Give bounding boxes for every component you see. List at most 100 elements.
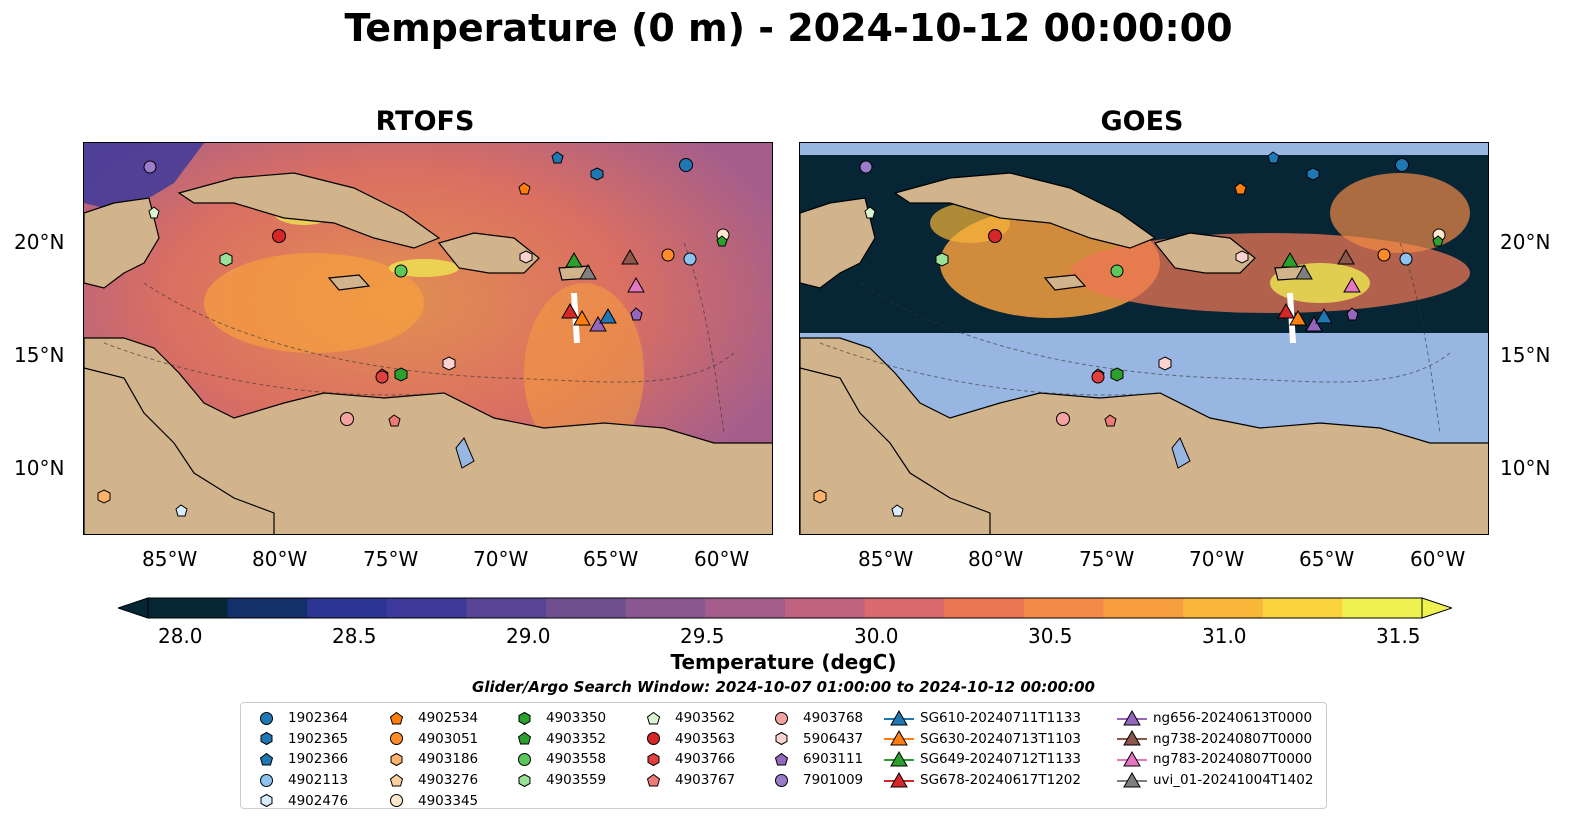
legend-entry: 4903563 <box>638 729 735 750</box>
colorbar-extend-high <box>1421 597 1452 619</box>
lat-label-15-left: 15°N <box>14 343 65 367</box>
legend-label: uvi_01-20241004T1402 <box>1153 772 1314 789</box>
lon-label-60-left: 60°W <box>694 547 750 571</box>
colorbar-segment <box>1262 598 1343 618</box>
circle-marker-icon <box>509 752 546 767</box>
legend-label: 4903352 <box>546 730 607 747</box>
legend-label: 4903276 <box>418 772 479 789</box>
legend-column: ng656-20240613T0000 ng738-20240807T0000 ng… <box>1117 708 1313 790</box>
triangle-marker-icon <box>884 771 920 789</box>
figure-title: Temperature (0 m) - 2024-10-12 00:00:00 <box>344 6 1233 50</box>
circle-marker-icon <box>766 773 803 788</box>
legend-label: 4903345 <box>418 792 479 809</box>
hexagon-marker-icon <box>638 752 675 767</box>
platform-markers[interactable] <box>97 151 730 517</box>
lon-label-85-left: 85°W <box>142 547 198 571</box>
colorbar <box>118 597 1452 619</box>
colorbar-segment <box>1342 598 1423 618</box>
legend-label: 4903767 <box>675 772 736 789</box>
colorbar-tick-28-0: 28.0 <box>158 624 203 648</box>
triangle-marker-icon <box>884 750 920 768</box>
triangle-marker-icon <box>884 730 920 747</box>
legend-entry: 4903352 <box>509 729 606 750</box>
legend-entry: 4903558 <box>509 749 606 770</box>
legend-entry: 4903562 <box>638 708 735 729</box>
circle-marker-icon <box>638 731 675 746</box>
legend-label: 7901009 <box>803 772 864 789</box>
legend-column: SG610-20240711T1133 SG630-20240713T1103 SG… <box>884 708 1081 790</box>
colorbar-tick-30-5: 30.5 <box>1028 624 1073 648</box>
map-canvas-rtofs <box>84 143 772 534</box>
triangle-marker-icon <box>1117 730 1153 747</box>
colorbar-frame <box>147 597 1423 619</box>
legend-entry: 4903186 <box>381 749 478 770</box>
legend-label: 5906437 <box>803 730 864 747</box>
triangle-marker-icon <box>1117 750 1153 768</box>
triangle-marker-icon <box>1117 771 1153 789</box>
maracaibo-lake <box>455 437 475 469</box>
legend-entry: 1902366 <box>251 749 348 770</box>
legend-label: SG649-20240712T1133 <box>920 751 1081 768</box>
legend-entry: 4903768 <box>766 708 863 729</box>
platform-markers-goes[interactable] <box>813 151 1446 517</box>
legend-label: 4903563 <box>675 730 736 747</box>
legend-label: SG678-20240617T1202 <box>920 772 1081 789</box>
legend-label: 1902366 <box>288 751 349 768</box>
legend-entry: 5906437 <box>766 729 863 750</box>
cuba-land <box>177 172 441 249</box>
colorbar-segment <box>785 598 866 618</box>
pentagon-marker-icon <box>381 711 418 726</box>
lon-label-65-right: 65°W <box>1299 547 1355 571</box>
lat-label-20-right: 20°N <box>1500 230 1551 254</box>
legend-entry: 4903559 <box>509 770 606 791</box>
lon-label-80-left: 80°W <box>252 547 308 571</box>
triangle-marker-icon <box>884 709 920 727</box>
circle-marker-icon <box>251 773 288 788</box>
legend-entry: 4903350 <box>509 708 606 729</box>
hexagon-marker-icon <box>381 752 418 767</box>
hexagon-marker-icon <box>509 773 546 788</box>
legend-entry: 1902365 <box>251 729 348 750</box>
pentagon-marker-icon <box>509 731 546 746</box>
legend-label: 4902534 <box>418 710 479 727</box>
pentagon-marker-icon <box>251 752 288 767</box>
legend-label: 4903558 <box>546 751 607 768</box>
legend-entry: 4902476 <box>251 790 348 811</box>
lat-label-10-left: 10°N <box>14 456 65 480</box>
legend-label: ng656-20240613T0000 <box>1153 710 1313 727</box>
yucatan-land <box>84 197 160 289</box>
legend-label: 1902365 <box>288 730 349 747</box>
legend-label: 1902364 <box>288 710 349 727</box>
hexagon-marker-icon <box>251 731 288 746</box>
colorbar-segment <box>864 598 945 618</box>
colorbar-segment <box>546 598 627 618</box>
pentagon-marker-icon <box>638 773 675 788</box>
pentagon-marker-icon <box>381 773 418 788</box>
hexagon-marker-icon <box>251 793 288 808</box>
lon-label-70-left: 70°W <box>473 547 529 571</box>
map-panel-rtofs[interactable] <box>83 142 773 535</box>
circle-marker-icon <box>766 711 803 726</box>
legend-column: 4902534 4903051 4903186 4903276 4903345 <box>381 708 478 811</box>
search-window-text: Glider/Argo Search Window: 2024-10-07 01… <box>472 678 1095 696</box>
legend-label: 4903051 <box>418 730 479 747</box>
colorbar-segment <box>148 598 229 618</box>
map-panel-goes[interactable] <box>799 142 1489 535</box>
legend-label: SG610-20240711T1133 <box>920 710 1081 727</box>
lon-label-60-right: 60°W <box>1410 547 1466 571</box>
colorbar-segment <box>705 598 786 618</box>
lon-label-65-left: 65°W <box>583 547 639 571</box>
circle-marker-icon <box>251 711 288 726</box>
legend-entry: 7901009 <box>766 770 863 791</box>
legend-entry: 4902534 <box>381 708 478 729</box>
legend-label: ng783-20240807T0000 <box>1153 751 1313 768</box>
pentagon-marker-icon <box>766 752 803 767</box>
lat-label-10-right: 10°N <box>1500 456 1551 480</box>
legend-entry: SG678-20240617T1202 <box>884 770 1081 791</box>
lat-label-15-right: 15°N <box>1500 343 1551 367</box>
colorbar-label: Temperature (degC) <box>670 650 897 674</box>
lon-label-70-right: 70°W <box>1189 547 1245 571</box>
legend-label: ng738-20240807T0000 <box>1153 730 1313 747</box>
colorbar-segment <box>1183 598 1264 618</box>
colorbar-segment <box>386 598 467 618</box>
